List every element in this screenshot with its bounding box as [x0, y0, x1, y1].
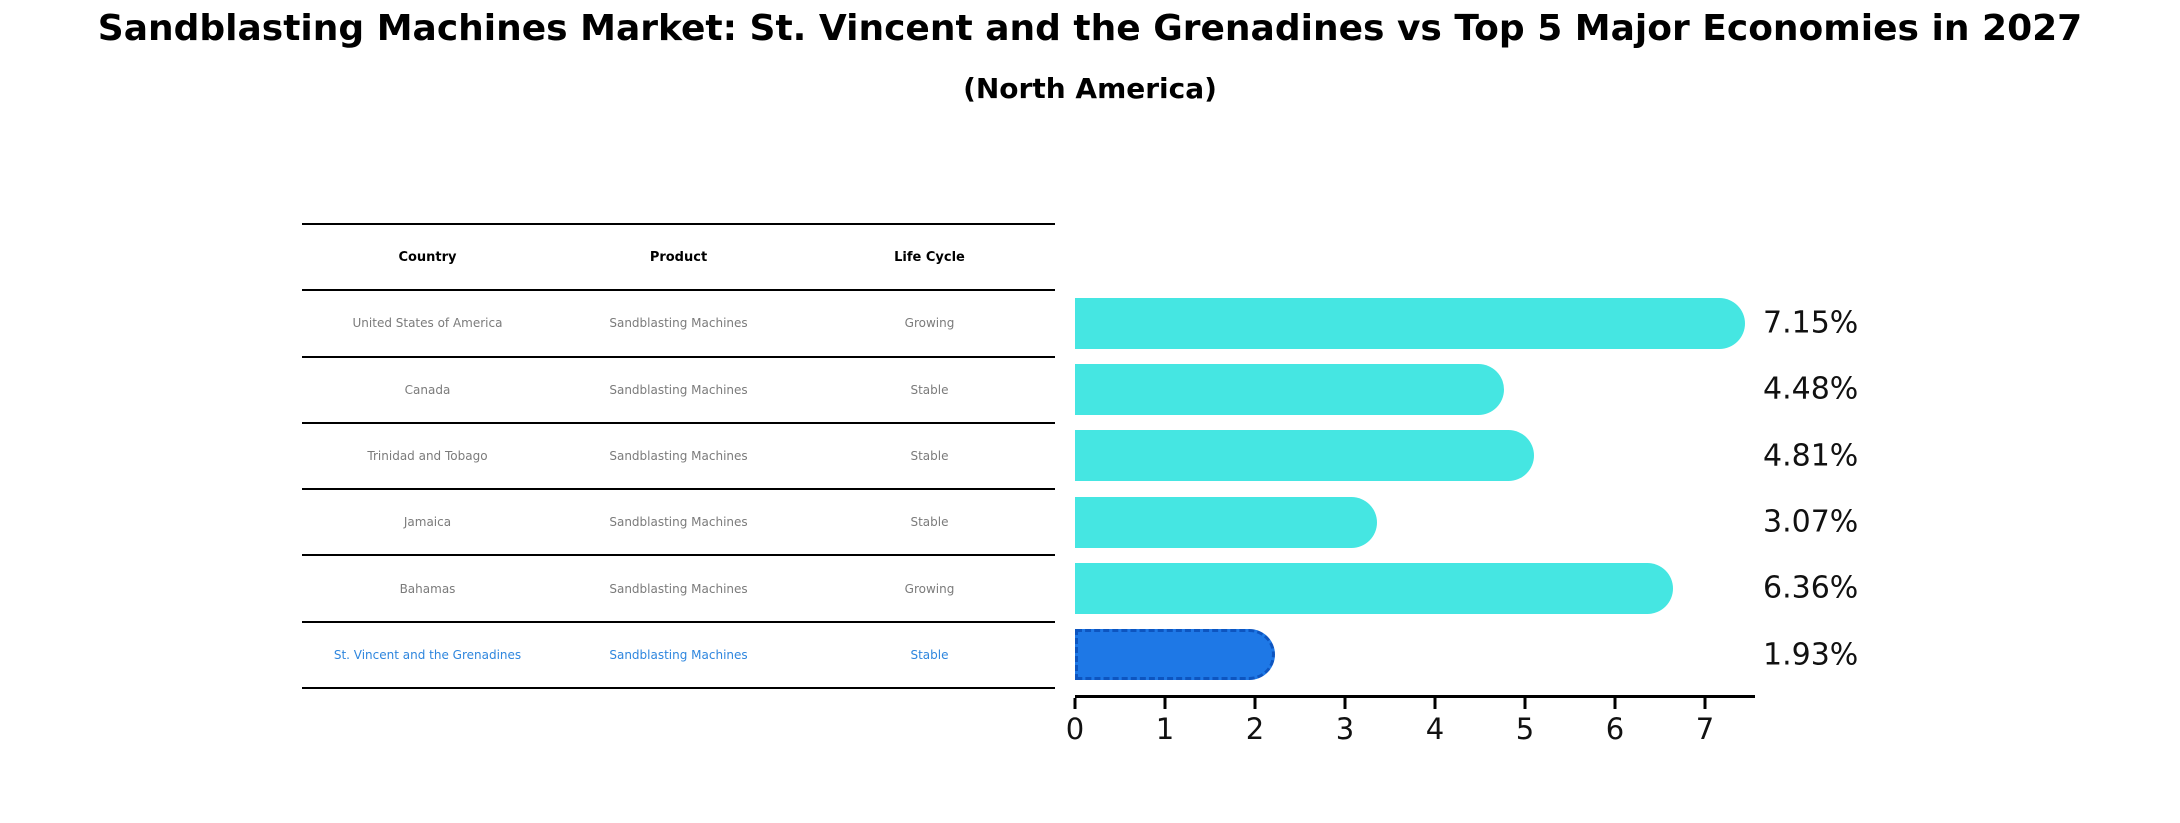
bar-row: 7.15%: [1075, 290, 2075, 356]
cell-country: Canada: [404, 382, 451, 397]
cell-country: Trinidad and Tobago: [367, 449, 488, 464]
cell-life-cycle: Growing: [904, 316, 955, 331]
table-row-highlighted: St. Vincent and the Grenadines Sandblast…: [302, 623, 1055, 690]
x-axis-tick: [1523, 698, 1527, 709]
cell-country: St. Vincent and the Grenadines: [333, 647, 522, 662]
cell-country: United States of America: [352, 316, 503, 331]
bar-trinidad-and-tobago: [1075, 430, 1534, 482]
x-axis-tick-label: 7: [1695, 712, 1715, 746]
table-row: Jamaica Sandblasting Machines Stable: [302, 490, 1055, 557]
col-header-product: Product: [649, 249, 708, 265]
cell-life-cycle: Stable: [910, 515, 949, 530]
bar-row: 4.48%: [1075, 356, 2075, 422]
x-axis-tick-label: 3: [1335, 712, 1355, 746]
x-axis-tick: [1703, 698, 1707, 709]
bar-jamaica: [1075, 496, 1378, 548]
bar-row: 3.07%: [1075, 489, 2075, 555]
x-axis-tick-label: 0: [1065, 712, 1085, 746]
table-row: United States of America Sandblasting Ma…: [302, 291, 1055, 358]
cell-product: Sandblasting Machines: [609, 647, 748, 662]
table-header-row: Country Product Life Cycle: [302, 225, 1055, 292]
table-row: Trinidad and Tobago Sandblasting Machine…: [302, 424, 1055, 491]
x-axis-tick-label: 6: [1605, 712, 1625, 746]
x-axis-tick-label: 4: [1425, 712, 1445, 746]
x-axis-tick-label: 2: [1245, 712, 1265, 746]
cell-product: Sandblasting Machines: [609, 449, 748, 464]
cell-life-cycle: Stable: [910, 382, 949, 397]
bar-value-label: 6.36%: [1763, 570, 1859, 606]
bar-value-label: 4.81%: [1763, 438, 1859, 474]
x-axis-tick-label: 1: [1155, 712, 1175, 746]
bar-row: 1.93%: [1075, 621, 2075, 687]
chart-subtitle: (North America): [963, 72, 1217, 105]
cell-life-cycle: Stable: [910, 647, 949, 662]
cell-life-cycle: Growing: [904, 581, 955, 596]
cell-product: Sandblasting Machines: [609, 316, 748, 331]
table-row: Canada Sandblasting Machines Stable: [302, 358, 1055, 424]
cell-country: Jamaica: [403, 515, 452, 530]
bar-value-label: 4.48%: [1763, 371, 1859, 407]
cell-life-cycle: Stable: [910, 449, 949, 464]
x-axis-tick: [1613, 698, 1617, 709]
cell-country: Bahamas: [399, 581, 456, 596]
x-axis-tick: [1433, 698, 1437, 709]
x-axis-tick: [1253, 698, 1257, 709]
x-axis-tick-label: 5: [1515, 712, 1535, 746]
data-table: Country Product Life Cycle United States…: [302, 223, 1055, 690]
x-axis: 0 1 2 3 4 5 6 7: [1066, 695, 1755, 746]
x-axis-tick: [1163, 698, 1167, 709]
bar-row: 6.36%: [1075, 555, 2075, 621]
bar-canada: [1075, 363, 1505, 415]
col-header-life-cycle: Life Cycle: [894, 249, 965, 265]
chart-title: Sandblasting Machines Market: St. Vincen…: [97, 8, 2083, 49]
bar-value-label: 7.15%: [1763, 305, 1859, 341]
table-row: Bahamas Sandblasting Machines Growing: [302, 556, 1055, 623]
bar-bahamas: [1075, 562, 1674, 614]
bar-united-states: [1075, 297, 1745, 349]
bar-value-label: 1.93%: [1763, 637, 1859, 673]
x-axis-tick: [1073, 698, 1077, 709]
cell-product: Sandblasting Machines: [609, 382, 748, 397]
cell-product: Sandblasting Machines: [609, 581, 748, 596]
bar-st-vincent-highlighted: [1075, 629, 1275, 681]
x-axis-tick: [1343, 698, 1347, 709]
bar-chart: 7.15% 4.48% 4.81% 3.07% 6.36% 1.93%: [1075, 290, 2075, 688]
cell-product: Sandblasting Machines: [609, 515, 748, 530]
col-header-country: Country: [398, 249, 457, 265]
bar-value-label: 3.07%: [1763, 504, 1859, 540]
bar-row: 4.81%: [1075, 423, 2075, 489]
